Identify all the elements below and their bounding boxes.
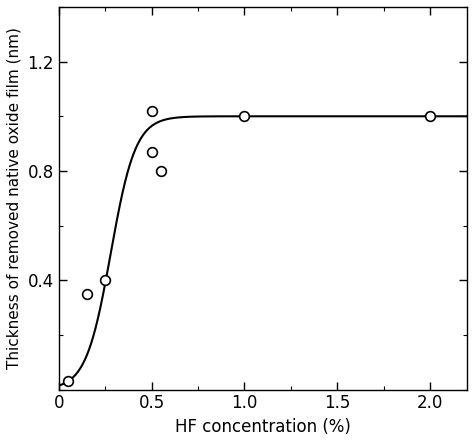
Point — [148, 148, 155, 155]
Point — [101, 277, 109, 284]
Y-axis label: Thickness of removed native oxide film (nm): Thickness of removed native oxide film (… — [7, 27, 22, 369]
X-axis label: HF concentration (%): HF concentration (%) — [175, 418, 351, 436]
Point — [64, 378, 72, 385]
Point — [148, 107, 155, 114]
Point — [83, 291, 91, 298]
Point — [241, 113, 248, 120]
Point — [426, 113, 434, 120]
Point — [157, 167, 164, 175]
